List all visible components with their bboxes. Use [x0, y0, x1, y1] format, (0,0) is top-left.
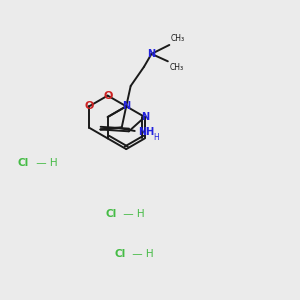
Text: CH₃: CH₃	[169, 63, 183, 72]
Text: N: N	[147, 49, 155, 59]
Text: Cl: Cl	[105, 209, 117, 219]
Text: O: O	[85, 101, 94, 111]
Text: H: H	[153, 133, 159, 142]
Text: N: N	[122, 101, 130, 111]
Text: — H: — H	[33, 158, 57, 168]
Text: O: O	[103, 91, 112, 100]
Text: NH: NH	[138, 128, 154, 137]
Text: Cl: Cl	[114, 249, 126, 259]
Text: N: N	[141, 112, 149, 122]
Text: — H: — H	[129, 249, 154, 259]
Text: CH₃: CH₃	[171, 34, 185, 43]
Text: Cl: Cl	[18, 158, 29, 168]
Text: — H: — H	[120, 209, 145, 219]
